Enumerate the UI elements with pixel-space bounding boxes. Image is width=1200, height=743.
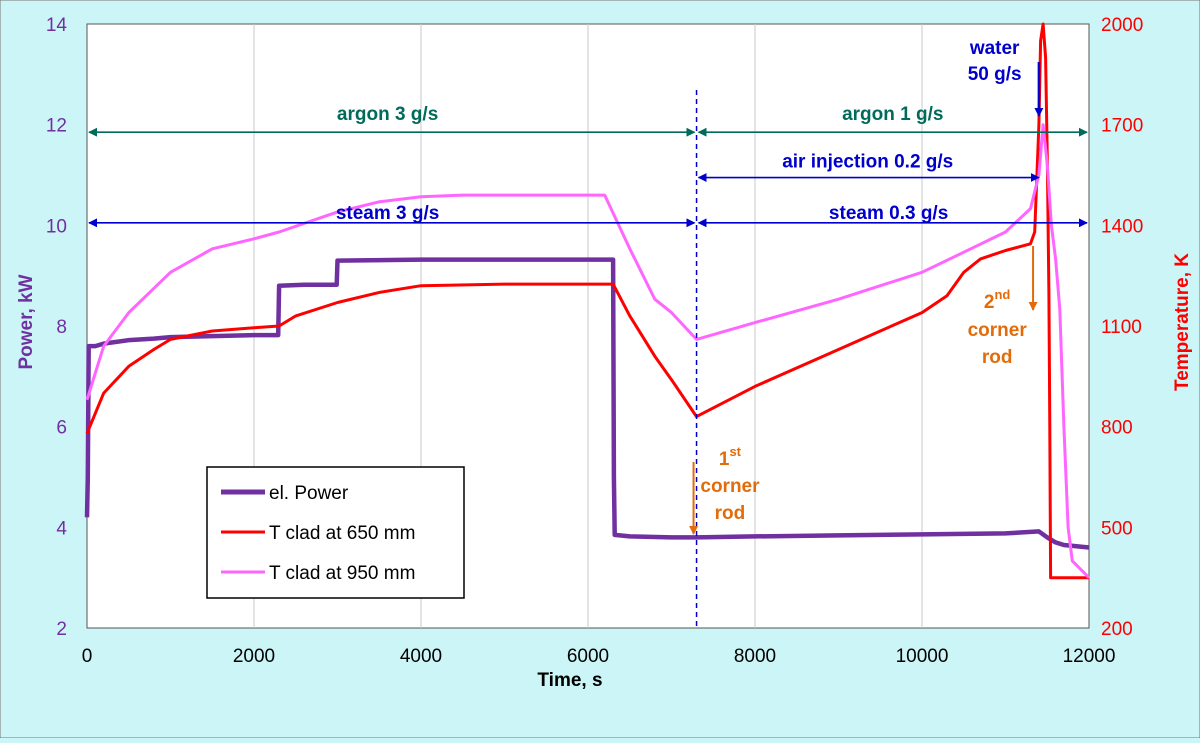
x-tick-label: 10000 [896,646,949,667]
y-axis-right-label: Temperature, K [1172,253,1193,391]
annotation-c1_base: 1st [719,444,742,470]
series-t-clad-650 [85,22,1089,580]
series-layer [84,22,1091,580]
y-right-tick-label: 1100 [1101,317,1142,338]
y-right-tick-label: 2000 [1101,15,1143,36]
y-right-tick-label: 1700 [1101,116,1143,137]
series-t-clad-950 [85,123,1091,579]
annotation-water2: 50 g/s [968,64,1022,85]
annotation-argon1: argon 1 g/s [842,104,943,125]
legend: el. Power T clad at 650 mm T clad at 950 m… [206,466,465,599]
annotation-c1_rod: rod [715,503,746,524]
annotation-c1_corner: corner [700,476,760,497]
y-right-tick-label: 1400 [1101,216,1143,237]
x-tick-label: 8000 [734,646,776,667]
annotation-air: air injection 0.2 g/s [782,152,953,173]
y-axis-left-label: Power, kW [16,274,37,369]
y-left-tick-label: 2 [56,619,67,640]
y-right-tick-label: 500 [1101,518,1133,539]
annotation-c2_corner: corner [968,320,1028,341]
y-left-tick-label: 14 [46,15,68,36]
y-right-tick-label: 800 [1101,418,1133,439]
x-tick-label: 6000 [567,646,609,667]
x-tick-label: 12000 [1063,646,1116,667]
series-el-power [84,257,1090,550]
y-right-tick-label: 200 [1101,619,1133,640]
y-left-tick-label: 6 [56,418,67,439]
y-left-tick-label: 8 [56,317,67,338]
x-tick-label: 2000 [233,646,275,667]
legend-label: T clad at 950 mm [269,563,415,584]
annotation-water1: water [969,38,1020,59]
y-left-tick-label: 12 [46,116,67,137]
x-axis-label: Time, s [537,670,602,691]
x-tick-label: 4000 [400,646,442,667]
annotation-argon3: argon 3 g/s [337,104,438,125]
annotation-steam3: steam 3 g/s [336,203,440,224]
annotation-steam03: steam 0.3 g/s [829,203,948,224]
annotation-c2_rod: rod [982,347,1013,368]
y-left-tick-label: 4 [56,518,67,539]
axes: 0 2000 4000 6000 8000 10000 12000 2 4 6 8 10 12 14 200… [46,15,1143,667]
annotation-layer: argon 3 g/s argon 1 g/s steam 3 g/s steam 0… [88,38,1088,628]
x-tick-label: 0 [82,646,93,667]
y-left-tick-label: 10 [46,216,67,237]
annotation-c2_base: 2nd [984,287,1011,313]
legend-label: el. Power [269,483,349,504]
legend-label: T clad at 650 mm [269,523,415,544]
